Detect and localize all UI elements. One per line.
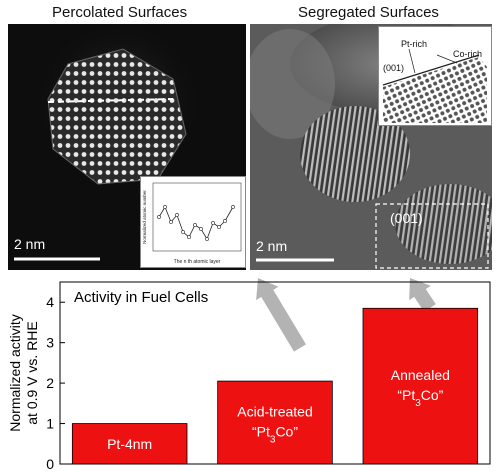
structure-model-svg: Pt-rich Co-rich (001) xyxy=(382,39,487,123)
right-scale-label: 2 nm xyxy=(256,238,288,254)
left-scale-label: 2 nm xyxy=(14,236,46,252)
inset-xlabel: The n th atomic layer xyxy=(174,259,221,265)
pt-rich-label: Pt-rich xyxy=(401,39,427,49)
activity-bar-chart: 0 1 2 3 4 Activity in Fuel Cells Normalized ac… xyxy=(7,278,491,472)
arrow-to-segregated xyxy=(409,278,436,312)
y-tick-label: 0 xyxy=(46,456,54,472)
left-panel-title: Percolated Surfaces xyxy=(52,4,188,21)
y-tick-label: 4 xyxy=(46,294,54,310)
facet-highlight-box xyxy=(375,203,489,269)
segregated-particle xyxy=(300,106,410,202)
y-tick-label: 2 xyxy=(46,375,54,391)
facet-box-label: (001) xyxy=(390,210,423,226)
percolated-tem-svg xyxy=(8,24,246,270)
right-panel-title: Segregated Surfaces xyxy=(298,4,439,21)
arrow-to-percolated xyxy=(256,278,307,352)
bar-label-2-line2: “Pt3Co” xyxy=(252,424,298,446)
bar-label-1: Pt-4nm xyxy=(107,436,152,452)
layer-profile-plot: The n th atomic layer Normalized atomic … xyxy=(142,182,242,265)
inset-ylabel: Normalized atomic number xyxy=(142,190,147,244)
bar-1 xyxy=(71,423,188,465)
y-axis-label-line2: at 0.9 V vs. RHE xyxy=(24,321,40,424)
bar-2 xyxy=(217,380,333,465)
bar-label-3-line2: “Pt3Co” xyxy=(397,387,443,409)
chart-title: Activity in Fuel Cells xyxy=(74,289,208,306)
bar-3 xyxy=(362,307,479,465)
y-axis-label-line1: Normalized activity xyxy=(7,314,23,431)
layer-profile-inset: The n th atomic layer Normalized atomic … xyxy=(140,176,246,268)
structure-model-inset: Pt-rich Co-rich (001) xyxy=(378,26,492,126)
bar-label-2-line1: Acid-treated xyxy=(237,404,312,420)
percolated-tem-image: 2 nm The n th atomic layer Normalized at… xyxy=(8,24,246,270)
co-rich-label: Co-rich xyxy=(453,49,482,59)
segregated-tem-image: 2 nm (001) Pt-rich Co-rich (001) xyxy=(250,24,492,270)
facet-label: (001) xyxy=(383,63,404,73)
bar-label-3-line1: Annealed xyxy=(391,367,450,383)
y-tick-label: 1 xyxy=(46,416,54,432)
line-profile-marker xyxy=(47,98,174,103)
y-tick-label: 3 xyxy=(46,335,54,351)
